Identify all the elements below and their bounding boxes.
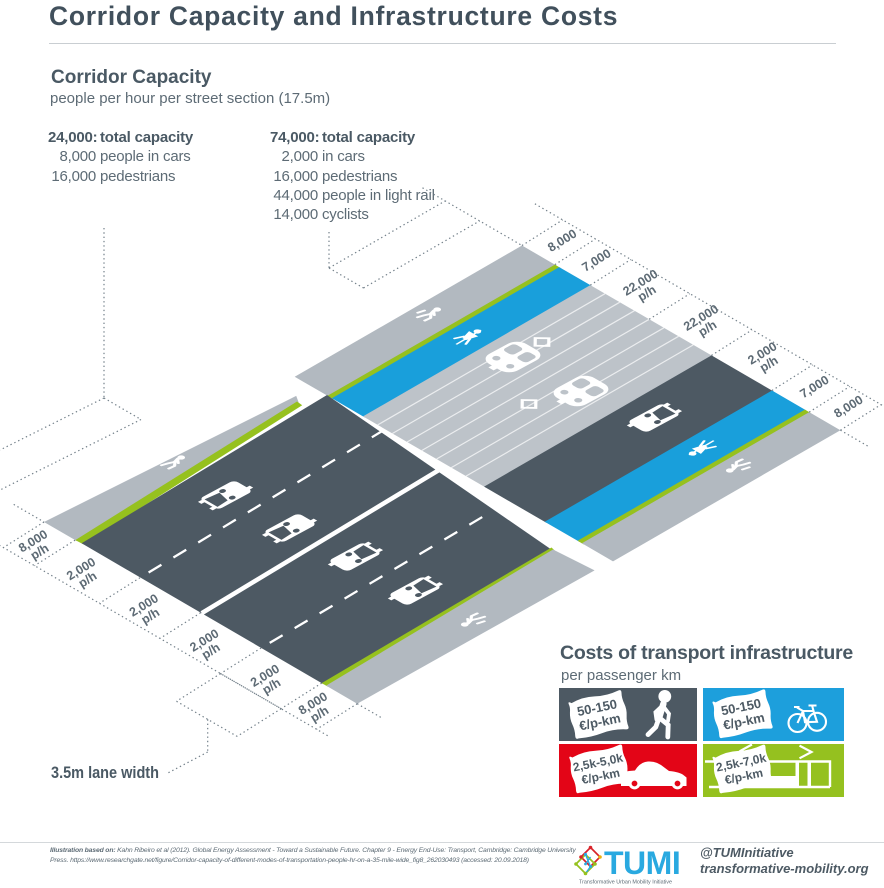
svg-text:2,000p/h: 2,000p/h: [248, 662, 289, 701]
svg-text:7,000: 7,000: [579, 246, 613, 274]
svg-text:8,000p/h: 8,000p/h: [296, 689, 337, 728]
svg-text:3.5m lane width: 3.5m lane width: [51, 763, 159, 782]
svg-text:7,000: 7,000: [797, 373, 831, 401]
svg-text:2,000p/h: 2,000p/h: [745, 339, 786, 378]
svg-text:22,000p/h: 22,000p/h: [620, 267, 666, 310]
svg-text:8,000: 8,000: [832, 393, 866, 421]
svg-text:TUMI: TUMI: [604, 845, 680, 881]
svg-text:22,000p/h: 22,000p/h: [681, 302, 727, 345]
svg-text:2,000p/h: 2,000p/h: [127, 591, 168, 630]
svg-text:2,000p/h: 2,000p/h: [64, 555, 105, 594]
svg-text:2,000p/h: 2,000p/h: [187, 626, 228, 665]
svg-text:Transformative Urban Mobility: Transformative Urban Mobility Initiative: [579, 880, 672, 886]
svg-text:8,000p/h: 8,000p/h: [16, 527, 57, 566]
svg-text:8,000: 8,000: [545, 226, 579, 254]
